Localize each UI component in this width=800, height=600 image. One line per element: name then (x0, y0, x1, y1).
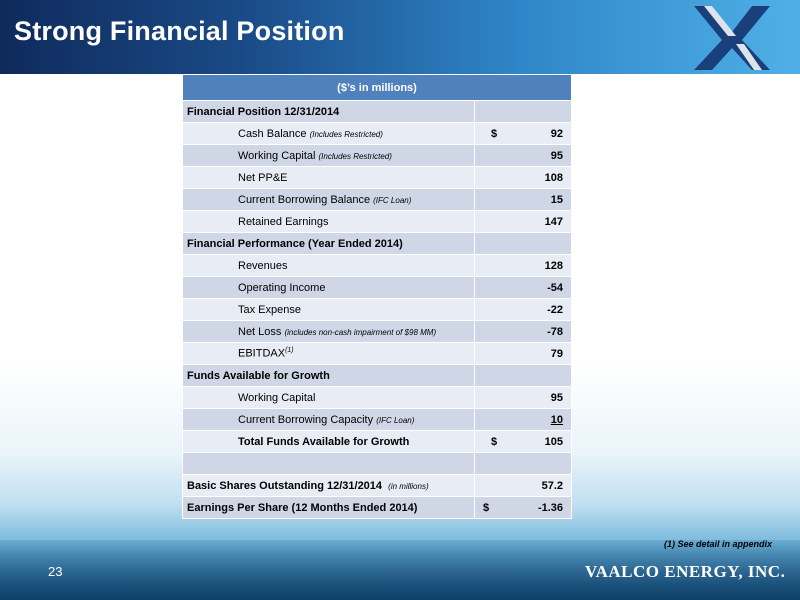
table-row: Working Capital (Includes Restricted) 95 (182, 144, 573, 167)
row-label: Operating Income (182, 276, 475, 299)
financial-table: ($’s in millions) Financial Position 12/… (181, 74, 573, 519)
row-value: 15 (473, 188, 573, 211)
table-row: Retained Earnings 147 (182, 210, 573, 233)
row-value: 108 (473, 166, 573, 189)
row-label: Revenues (182, 254, 475, 277)
row-label: Working Capital (182, 386, 475, 409)
row-note: (includes non-cash impairment of $98 MM) (284, 327, 437, 337)
row-label: Net Loss (238, 325, 282, 338)
row-value: -78 (473, 320, 573, 343)
section-row: Financial Position 12/31/2014 (182, 100, 573, 123)
table-row: Total Funds Available for Growth $105 (182, 430, 573, 453)
row-value: 95 (473, 386, 573, 409)
row-value: 10 (550, 413, 564, 426)
footnote: (1) See detail in appendix (664, 539, 773, 549)
row-value: 105 (544, 435, 564, 448)
table-row: Working Capital 95 (182, 386, 573, 409)
shares-note: (in millions) (388, 481, 429, 491)
row-label: EBITDAX (238, 347, 286, 360)
row-value: 128 (473, 254, 573, 277)
table-row: Revenues 128 (182, 254, 573, 277)
table-row: Current Borrowing Balance (IFC Loan) 15 (182, 188, 573, 211)
brand-wordmark: VAALCO ENERGY, INC. (585, 562, 786, 581)
row-note: (Includes Restricted) (309, 129, 383, 139)
table-row: Tax Expense -22 (182, 298, 573, 321)
row-value: -22 (473, 298, 573, 321)
row-note: (IFC Loan) (373, 195, 412, 205)
page-number: 23 (48, 564, 63, 579)
shares-value: 57.2 (473, 474, 573, 497)
section-label: Financial Performance (Year Ended 2014) (182, 232, 475, 255)
section-row: Funds Available for Growth (182, 364, 573, 387)
table-header: ($’s in millions) (181, 74, 573, 101)
spacer-row (182, 452, 573, 475)
row-value: -54 (473, 276, 573, 299)
row-value: 79 (473, 342, 573, 365)
slide-title: Strong Financial Position (14, 16, 345, 46)
row-label: Retained Earnings (182, 210, 475, 233)
dollar-sign: $ (483, 501, 490, 514)
footnote-ref: (1) (285, 347, 294, 355)
row-value: 92 (550, 127, 564, 140)
sea-background (0, 540, 800, 600)
table-row: Current Borrowing Capacity (IFC Loan) 10 (182, 408, 573, 431)
table-row: Cash Balance (Includes Restricted) $92 (182, 122, 573, 145)
row-label: Current Borrowing Balance (238, 193, 371, 206)
row-note: (IFC Loan) (376, 415, 415, 425)
section-label: Funds Available for Growth (182, 364, 475, 387)
dollar-sign: $ (491, 435, 498, 448)
section-row: Financial Performance (Year Ended 2014) (182, 232, 573, 255)
row-label: Net PP&E (182, 166, 475, 189)
table-row: Basic Shares Outstanding 12/31/2014 (in … (182, 474, 573, 497)
row-label: Working Capital (238, 149, 316, 162)
shares-label: Basic Shares Outstanding 12/31/2014 (187, 479, 383, 492)
row-label: Total Funds Available for Growth (182, 430, 475, 453)
row-label: Current Borrowing Capacity (238, 413, 374, 426)
row-label: Cash Balance (238, 127, 307, 140)
table-row: EBITDAX(1) 79 (182, 342, 573, 365)
table-row: Net Loss (includes non-cash impairment o… (182, 320, 573, 343)
row-value: 147 (473, 210, 573, 233)
table-row: Net PP&E 108 (182, 166, 573, 189)
eps-label: Earnings Per Share (12 Months Ended 2014… (182, 496, 475, 519)
eps-value: -1.36 (537, 501, 564, 514)
title-bar: Strong Financial Position (0, 0, 800, 74)
table-row: Operating Income -54 (182, 276, 573, 299)
vaalco-logo-icon (694, 6, 770, 70)
row-label: Tax Expense (182, 298, 475, 321)
row-value: 95 (473, 144, 573, 167)
table-row: Earnings Per Share (12 Months Ended 2014… (182, 496, 573, 519)
dollar-sign: $ (491, 127, 498, 140)
section-label: Financial Position 12/31/2014 (182, 100, 475, 123)
row-note: (Includes Restricted) (318, 151, 392, 161)
